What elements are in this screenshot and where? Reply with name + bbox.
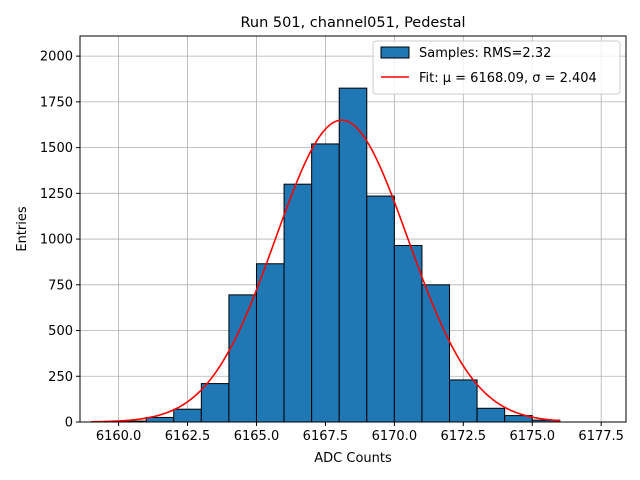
y-tick-label: 2000 [40,50,73,65]
legend-box [372,40,621,95]
x-axis-label: ADC Counts [314,451,392,466]
histogram-bar [173,408,202,423]
histogram-bar [366,195,395,423]
histogram-bar [283,183,313,423]
fit-curve [91,119,560,423]
x-tick-label: 6162.5 [165,429,211,444]
y-tick-label: 1750 [40,95,73,110]
x-tick-label: 6160.0 [96,429,142,444]
legend-fit-label: Fit: μ = 6168.09, σ = 2.404 [419,71,597,86]
legend: Samples: RMS=2.32 Fit: μ = 6168.09, σ = … [372,40,621,95]
y-tick-label: 500 [48,324,73,339]
histogram-bar [476,407,506,423]
x-tick-label: 6177.5 [578,429,624,444]
y-axis-ticks: 0 250 500 750 1000 1250 1500 1750 2000 [40,50,80,431]
y-tick-label: 0 [65,416,73,431]
histogram-bar [255,263,285,423]
histogram-bar [200,383,230,423]
histogram-bar [421,284,451,423]
y-tick-label: 1000 [40,233,73,248]
x-tick-label: 6170.0 [372,429,418,444]
x-tick-label: 6175.0 [509,429,555,444]
histogram-bar [449,379,478,423]
legend-samples-swatch [380,46,410,59]
y-tick-label: 1250 [40,187,73,202]
y-axis-label: Entries [15,206,30,252]
x-tick-label: 6172.5 [441,429,487,444]
fit-curve-group [91,119,560,423]
y-tick-label: 250 [48,370,73,385]
y-tick-label: 750 [48,278,73,293]
chart-title: Run 501, channel051, Pedestal [240,15,465,31]
y-tick-label: 1500 [40,141,73,156]
axes-frame [79,35,627,423]
x-tick-label: 6167.5 [303,429,349,444]
x-tick-label: 6165.0 [234,429,280,444]
x-axis-ticks: 6160.0 6162.5 6165.0 6167.5 6170.0 6172.5 6175… [96,422,624,444]
legend-samples-label: Samples: RMS=2.32 [419,46,551,61]
histogram-bar [393,244,423,423]
histogram-bar [338,87,368,423]
histogram-bars [118,87,561,423]
histogram-bar [228,294,257,423]
histogram-bar [311,143,340,423]
